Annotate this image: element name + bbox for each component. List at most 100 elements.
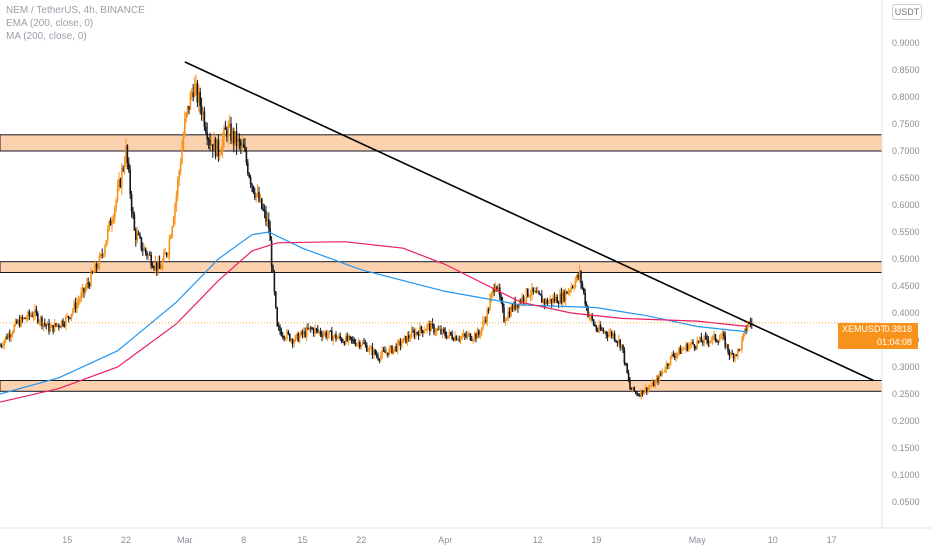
- candle-body: [706, 336, 708, 341]
- candle-body: [699, 337, 701, 342]
- candle-body: [84, 288, 87, 293]
- candle-body: [353, 339, 355, 343]
- candle-body: [679, 347, 682, 354]
- price-tick-label: 0.9000: [892, 38, 920, 48]
- candle-body: [562, 291, 564, 303]
- candle-body: [248, 173, 250, 178]
- candle-body: [430, 323, 432, 332]
- candle-body: [125, 145, 127, 165]
- candle-body: [584, 292, 586, 305]
- candle-body: [73, 302, 75, 311]
- candle-body: [713, 334, 715, 337]
- candle-body: [387, 352, 389, 356]
- candle-body: [549, 298, 551, 302]
- candle-body: [174, 204, 176, 219]
- candle-body: [604, 331, 606, 333]
- candle-body: [109, 220, 112, 226]
- candle-body: [186, 106, 189, 114]
- candle-body: [270, 240, 273, 267]
- candle-body: [391, 345, 393, 354]
- candle-body: [254, 192, 256, 198]
- currency-button[interactable]: USDT: [892, 4, 922, 20]
- candle-body: [352, 339, 354, 341]
- candle-body: [241, 144, 243, 147]
- candle-body: [181, 148, 183, 164]
- candle-body: [46, 322, 49, 326]
- candle-body: [714, 334, 717, 341]
- candle-body: [300, 331, 302, 336]
- candle-body: [139, 234, 141, 238]
- candle-body: [529, 294, 532, 296]
- candle-body: [646, 387, 648, 392]
- candle-body: [151, 265, 154, 268]
- candle-body: [384, 350, 386, 353]
- candle-body: [60, 320, 63, 327]
- candle-body: [41, 317, 43, 327]
- candle-body: [700, 337, 703, 343]
- candle-body: [745, 328, 747, 331]
- candle-body: [133, 214, 136, 231]
- candle-body: [501, 301, 504, 308]
- candle-body: [514, 301, 516, 309]
- candle-body: [231, 130, 234, 142]
- candle-body: [403, 336, 406, 339]
- candle-body: [276, 307, 278, 327]
- candle-body: [175, 194, 178, 205]
- candle-body: [338, 335, 340, 338]
- candle-body: [207, 139, 210, 141]
- candle-body: [539, 293, 542, 296]
- candle-body: [594, 324, 596, 327]
- candle-body: [335, 334, 337, 340]
- candle-body: [643, 392, 645, 395]
- price-tick-label: 0.4000: [892, 308, 920, 318]
- candle-body: [431, 323, 434, 325]
- time-tick-label: 22: [121, 535, 131, 545]
- candle-body: [35, 309, 38, 314]
- candle-body: [587, 306, 589, 317]
- candle-body: [115, 199, 117, 208]
- candle-body: [58, 324, 60, 327]
- candle-body: [154, 262, 157, 269]
- time-tick-label: 22: [356, 535, 366, 545]
- candle-body: [630, 388, 633, 390]
- candle-body: [31, 315, 33, 317]
- candle-body: [293, 341, 295, 344]
- candle-body: [258, 192, 260, 202]
- candle-body: [108, 220, 110, 229]
- candle-body: [266, 219, 269, 222]
- candle-body: [468, 333, 470, 335]
- candle-body: [647, 387, 649, 392]
- candle-body: [48, 322, 50, 332]
- candle-body: [436, 329, 438, 333]
- price-tick-label: 0.6500: [892, 173, 920, 183]
- candle-body: [437, 329, 439, 331]
- candle-body: [717, 341, 719, 343]
- candle-body: [398, 340, 400, 342]
- candle-body: [548, 301, 550, 304]
- candle-body: [283, 336, 285, 339]
- candle-body: [0, 345, 3, 347]
- candle-body: [198, 91, 200, 103]
- candle-body: [406, 335, 409, 343]
- candle-body: [732, 354, 735, 359]
- candle-body: [409, 338, 411, 340]
- candle-body: [142, 249, 144, 251]
- candle-body: [648, 386, 651, 388]
- chart-legend: NEM / TetherUS, 4h, BINANCE EMA (200, cl…: [6, 4, 145, 43]
- candle-body: [297, 333, 299, 342]
- candle-body: [9, 334, 11, 338]
- candle-body: [445, 335, 448, 339]
- ma-line: [0, 241, 748, 403]
- candle-body: [497, 287, 500, 291]
- candle-body: [734, 354, 736, 359]
- candle-body: [230, 123, 232, 142]
- time-axis[interactable]: 15 22 Mar 8 15 22 Apr 12 19 May 10 17: [62, 535, 836, 545]
- candle-body: [493, 288, 495, 292]
- candle-body: [126, 145, 129, 163]
- candle-body: [170, 236, 172, 239]
- candle-body: [195, 83, 197, 86]
- price-tick-label: 0.4500: [892, 281, 920, 291]
- candle-body: [583, 287, 585, 293]
- candle-body: [641, 390, 644, 395]
